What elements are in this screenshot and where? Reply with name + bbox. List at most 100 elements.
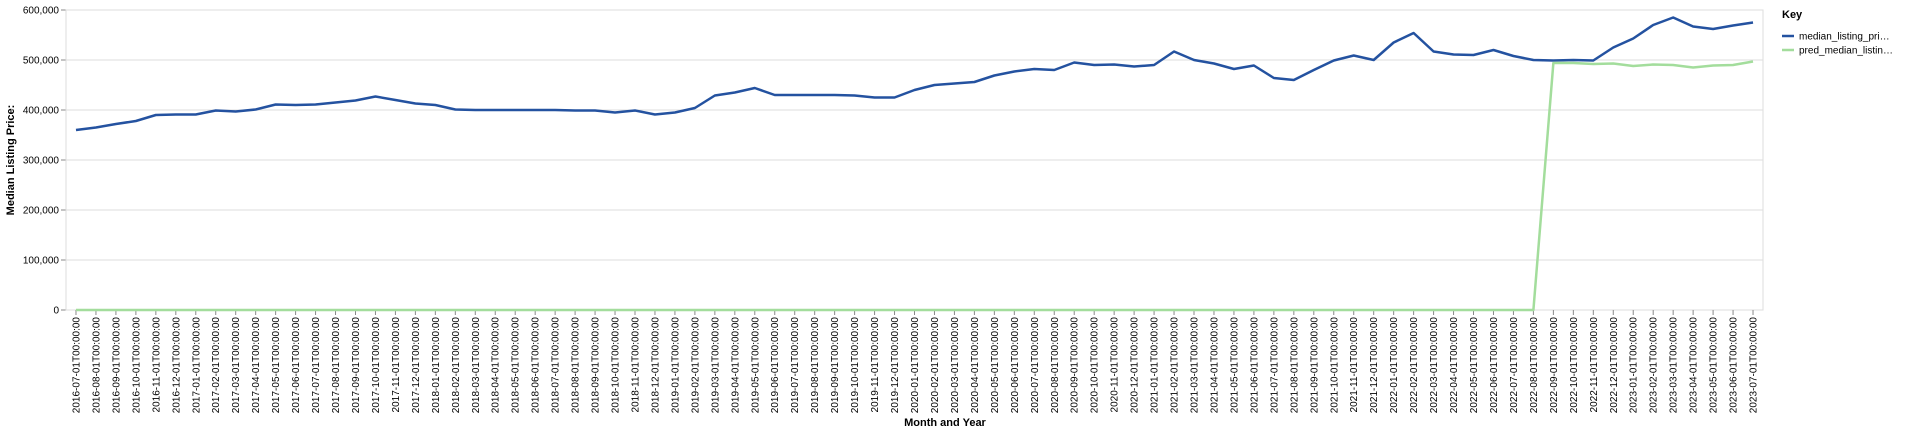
x-tick-label: 2021-05-01T00:00:00 — [1229, 317, 1240, 414]
x-tick-label: 2022-04-01T00:00:00 — [1449, 317, 1460, 414]
x-tick-label: 2019-05-01T00:00:00 — [750, 317, 761, 414]
series-line — [75, 16, 1754, 132]
x-tick-label: 2019-06-01T00:00:00 — [770, 317, 781, 414]
x-tick-label: 2019-07-01T00:00:00 — [790, 317, 801, 414]
x-tick-label: 2023-05-01T00:00:00 — [1709, 317, 1720, 414]
y-tick-label: 500,000 — [23, 56, 60, 67]
x-tick-label: 2016-08-01T00:00:00 — [91, 317, 102, 414]
x-tick-label: 2016-09-01T00:00:00 — [111, 317, 122, 414]
x-tick-label: 2020-04-01T00:00:00 — [970, 317, 981, 414]
x-tick-label: 2019-08-01T00:00:00 — [810, 317, 821, 414]
x-tick-label: 2023-01-01T00:00:00 — [1629, 317, 1640, 414]
x-tick-label: 2023-07-01T00:00:00 — [1749, 317, 1760, 414]
x-tick-label: 2018-01-01T00:00:00 — [431, 317, 442, 414]
x-tick-label: 2017-11-01T00:00:00 — [391, 317, 402, 413]
y-tick-label: 300,000 — [23, 156, 60, 167]
x-tick-label: 2019-02-01T00:00:00 — [690, 317, 701, 414]
x-tick-label: 2021-08-01T00:00:00 — [1289, 317, 1300, 414]
x-tick-label: 2020-03-01T00:00:00 — [950, 317, 961, 414]
x-tick-label: 2022-07-01T00:00:00 — [1509, 317, 1520, 414]
x-tick-label: 2020-01-01T00:00:00 — [910, 317, 921, 414]
x-tick-label: 2021-06-01T00:00:00 — [1249, 317, 1260, 414]
x-tick-label: 2018-02-01T00:00:00 — [451, 317, 462, 414]
x-tick-label: 2022-08-01T00:00:00 — [1529, 317, 1540, 414]
x-tick-label: 2019-01-01T00:00:00 — [670, 317, 681, 414]
x-tick-label: 2017-12-01T00:00:00 — [411, 317, 422, 414]
x-tick-label: 2019-10-01T00:00:00 — [850, 317, 861, 414]
x-tick-label: 2022-03-01T00:00:00 — [1429, 317, 1440, 414]
x-tick-label: 2021-03-01T00:00:00 — [1190, 317, 1201, 414]
x-tick-label: 2016-11-01T00:00:00 — [151, 317, 162, 413]
x-tick-label: 2016-12-01T00:00:00 — [171, 317, 182, 414]
x-tick-label: 2017-10-01T00:00:00 — [371, 317, 382, 414]
x-tick-label: 2019-11-01T00:00:00 — [870, 317, 881, 413]
legend-label: median_listing_pri… — [1799, 32, 1890, 43]
x-tick-label: 2018-03-01T00:00:00 — [471, 317, 482, 414]
y-tick-label: 600,000 — [23, 6, 60, 17]
x-tick-label: 2019-12-01T00:00:00 — [890, 317, 901, 414]
x-axis-title: Month and Year — [904, 417, 986, 429]
x-tick-label: 2017-01-01T00:00:00 — [191, 317, 202, 414]
legend-title: Key — [1782, 9, 1803, 21]
x-tick-label: 2022-11-01T00:00:00 — [1589, 317, 1600, 413]
x-tick-label: 2020-09-01T00:00:00 — [1070, 317, 1081, 414]
x-tick-label: 2019-09-01T00:00:00 — [830, 317, 841, 414]
x-tick-label: 2018-10-01T00:00:00 — [611, 317, 622, 414]
x-tick-label: 2018-11-01T00:00:00 — [630, 317, 641, 413]
x-tick-label: 2022-05-01T00:00:00 — [1469, 317, 1480, 414]
x-tick-label: 2016-10-01T00:00:00 — [131, 317, 142, 414]
x-tick-label: 2023-02-01T00:00:00 — [1649, 317, 1660, 414]
y-tick-label: 200,000 — [23, 206, 60, 217]
x-tick-label: 2018-05-01T00:00:00 — [511, 317, 522, 414]
x-tick-label: 2023-04-01T00:00:00 — [1689, 317, 1700, 414]
x-tick-label: 2021-12-01T00:00:00 — [1369, 317, 1380, 414]
x-tick-label: 2020-11-01T00:00:00 — [1110, 317, 1121, 413]
x-tick-label: 2020-05-01T00:00:00 — [990, 317, 1001, 414]
x-tick-label: 2018-07-01T00:00:00 — [551, 317, 562, 414]
x-tick-label: 2022-09-01T00:00:00 — [1549, 317, 1560, 414]
x-tick-label: 2017-07-01T00:00:00 — [311, 317, 322, 414]
x-tick-label: 2017-08-01T00:00:00 — [331, 317, 342, 414]
x-tick-label: 2022-02-01T00:00:00 — [1409, 317, 1420, 414]
x-tick-label: 2019-03-01T00:00:00 — [710, 317, 721, 414]
x-tick-label: 2018-09-01T00:00:00 — [591, 317, 602, 414]
x-tick-label: 2020-02-01T00:00:00 — [930, 317, 941, 414]
y-tick-label: 400,000 — [23, 106, 60, 117]
x-tick-label: 2017-06-01T00:00:00 — [291, 317, 302, 414]
x-tick-label: 2020-10-01T00:00:00 — [1090, 317, 1101, 414]
x-tick-label: 2019-04-01T00:00:00 — [730, 317, 741, 414]
x-tick-label: 2021-01-01T00:00:00 — [1150, 317, 1161, 414]
x-tick-label: 2022-06-01T00:00:00 — [1489, 317, 1500, 414]
series-line — [75, 60, 1754, 312]
x-tick-label: 2017-03-01T00:00:00 — [231, 317, 242, 414]
x-tick-label: 2020-12-01T00:00:00 — [1130, 317, 1141, 414]
y-tick-label: 100,000 — [23, 256, 60, 267]
x-tick-label: 2022-12-01T00:00:00 — [1609, 317, 1620, 414]
x-tick-label: 2020-06-01T00:00:00 — [1010, 317, 1021, 414]
x-tick-label: 2021-07-01T00:00:00 — [1269, 317, 1280, 414]
x-tick-label: 2018-04-01T00:00:00 — [491, 317, 502, 414]
x-tick-label: 2017-02-01T00:00:00 — [211, 317, 222, 414]
x-tick-label: 2021-04-01T00:00:00 — [1209, 317, 1220, 414]
x-tick-label: 2016-07-01T00:00:00 — [71, 317, 82, 414]
x-tick-label: 2020-08-01T00:00:00 — [1050, 317, 1061, 414]
x-tick-label: 2021-10-01T00:00:00 — [1329, 317, 1340, 414]
legend-label: pred_median_listin… — [1799, 46, 1893, 57]
x-tick-label: 2020-07-01T00:00:00 — [1030, 317, 1041, 414]
x-tick-label: 2018-06-01T00:00:00 — [531, 317, 542, 414]
x-tick-label: 2018-12-01T00:00:00 — [650, 317, 661, 414]
x-tick-label: 2017-05-01T00:00:00 — [271, 317, 282, 414]
x-tick-label: 2018-08-01T00:00:00 — [571, 317, 582, 414]
x-tick-label: 2021-09-01T00:00:00 — [1309, 317, 1320, 414]
x-tick-label: 2021-02-01T00:00:00 — [1170, 317, 1181, 414]
x-tick-label: 2023-03-01T00:00:00 — [1669, 317, 1680, 414]
x-tick-label: 2022-01-01T00:00:00 — [1389, 317, 1400, 414]
x-tick-label: 2022-10-01T00:00:00 — [1569, 317, 1580, 414]
y-tick-label: 0 — [53, 306, 59, 317]
x-tick-label: 2017-09-01T00:00:00 — [351, 317, 362, 414]
x-tick-label: 2017-04-01T00:00:00 — [251, 317, 262, 414]
x-tick-label: 2021-11-01T00:00:00 — [1349, 317, 1360, 413]
y-axis-title: Median Listing Price: — [5, 105, 17, 216]
